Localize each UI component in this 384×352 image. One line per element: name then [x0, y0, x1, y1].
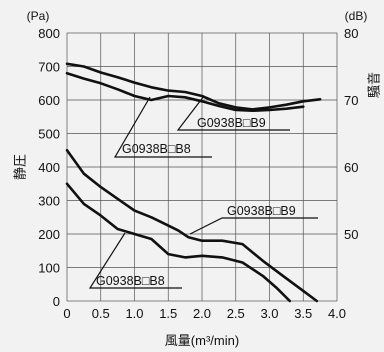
noise-b8-series-line [65, 71, 305, 112]
left-axis-unit: (Pa) [27, 9, 50, 23]
x-tick-label: 4.0 [328, 306, 346, 321]
left-axis-label: 静圧 [12, 154, 27, 180]
x-tick-label: 0 [63, 306, 70, 321]
y-tick-label: 600 [38, 93, 60, 108]
x-tick-label: 3.0 [260, 306, 278, 321]
pressure-b9-series-line [65, 149, 319, 303]
y-tick-label: 100 [38, 261, 60, 276]
y-tick-label: 400 [38, 160, 60, 175]
pressure-b8-annotation: G0938B□B8 [96, 274, 165, 288]
pressure-b8-leader [88, 232, 182, 289]
x-axis-ticks: 0 0.5 1.0 1.5 2.0 2.5 3.0 3.5 4.0 [63, 306, 346, 321]
noise-b9-series-line [65, 62, 322, 111]
pressure-b9-annotation: G0938B□B9 [227, 204, 296, 218]
x-axis-label: 風量(m³/min) [165, 333, 239, 348]
x-tick-label: 1.0 [125, 306, 143, 321]
series-layer [65, 62, 322, 303]
x-tick-label: 1.5 [159, 306, 177, 321]
pressure-b8-series-line [65, 182, 292, 303]
noise-b9-annotation: G0938B□B9 [197, 116, 266, 130]
right-axis-unit: (dB) [345, 9, 368, 23]
left-axis-ticks: 0 100 200 300 400 500 600 700 800 [38, 26, 60, 309]
y-tick-label: 700 [38, 60, 60, 75]
noise-b8-leader [113, 96, 212, 158]
x-tick-label: 3.5 [294, 306, 312, 321]
series-annotations: G0938B□B9 G0938B□B8 G0938B□B9 G0938B□B8 [88, 95, 318, 289]
right-axis-label-group: 騒音 [366, 72, 381, 98]
pressure-b9-leader [189, 217, 318, 235]
y-tick-label: 500 [38, 127, 60, 142]
noise-b9-leader [176, 95, 290, 131]
right-axis-label: 騒音 [366, 72, 381, 98]
y2-tick-label: 60 [344, 160, 358, 175]
right-axis-ticks: 50 60 70 80 [344, 26, 358, 242]
y-tick-label: 800 [38, 26, 60, 41]
noise-b8-annotation: G0938B□B8 [122, 142, 191, 156]
x-tick-label: 0.5 [92, 306, 110, 321]
plot-area [65, 32, 338, 303]
y2-tick-label: 70 [344, 93, 358, 108]
grid-lines [67, 33, 337, 301]
x-tick-label: 2.0 [193, 306, 211, 321]
y2-tick-label: 80 [344, 26, 358, 41]
x-tick-label: 2.5 [227, 306, 245, 321]
y-tick-label: 300 [38, 194, 60, 209]
y-tick-label: 0 [53, 294, 60, 309]
y2-tick-label: 50 [344, 227, 358, 242]
y-tick-label: 200 [38, 227, 60, 242]
left-axis-label-group: 静圧 [12, 154, 27, 180]
